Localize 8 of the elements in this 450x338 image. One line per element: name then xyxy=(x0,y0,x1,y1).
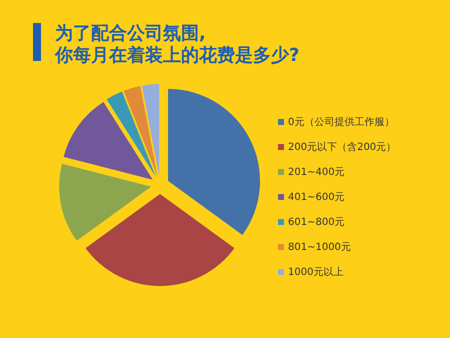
legend-label: 601~800元 xyxy=(288,217,345,228)
legend-label: 0元（公司提供工作服） xyxy=(288,116,394,128)
legend-label: 1000元以上 xyxy=(288,266,344,278)
legend-label: 401~600元 xyxy=(288,192,345,203)
legend-label: 200元以下（含200元） xyxy=(288,141,396,153)
legend-label: 801~1000元 xyxy=(288,242,351,253)
chart-title: 为了配合公司氛围, 你每月在着装上的花费是多少? xyxy=(54,23,300,66)
legend-label: 201~400元 xyxy=(288,167,345,178)
